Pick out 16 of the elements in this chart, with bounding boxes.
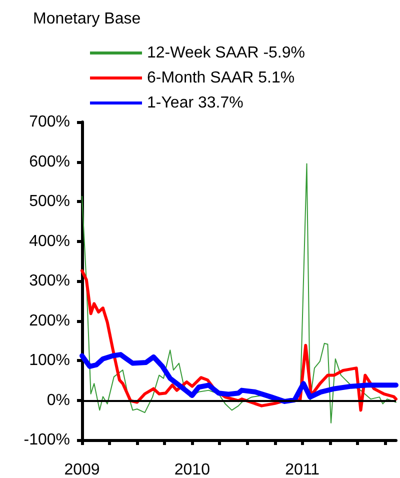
y-tick-label: 600% bbox=[29, 153, 70, 170]
y-tick-label: 100% bbox=[29, 352, 70, 369]
y-tick-label: 700% bbox=[29, 114, 70, 130]
y-tick-label: 300% bbox=[29, 272, 70, 290]
legend-label: 12-Week SAAR -5.9% bbox=[147, 44, 305, 62]
x-tick-label: 2010 bbox=[174, 462, 210, 478]
y-tick-label: -100% bbox=[24, 432, 70, 448]
chart-title: Monetary Base bbox=[33, 10, 141, 28]
y-tick-label: 0% bbox=[46, 392, 70, 409]
y-tick-label: 200% bbox=[29, 312, 70, 330]
y-tick-label: 400% bbox=[29, 232, 70, 250]
legend-label: 6-Month SAAR 5.1% bbox=[147, 70, 295, 86]
x-tick-label: 2011 bbox=[285, 462, 320, 478]
legend-label: 1-Year 33.7% bbox=[147, 94, 244, 112]
y-tick-label: 500% bbox=[29, 193, 70, 210]
x-tick-label: 2009 bbox=[64, 462, 100, 478]
